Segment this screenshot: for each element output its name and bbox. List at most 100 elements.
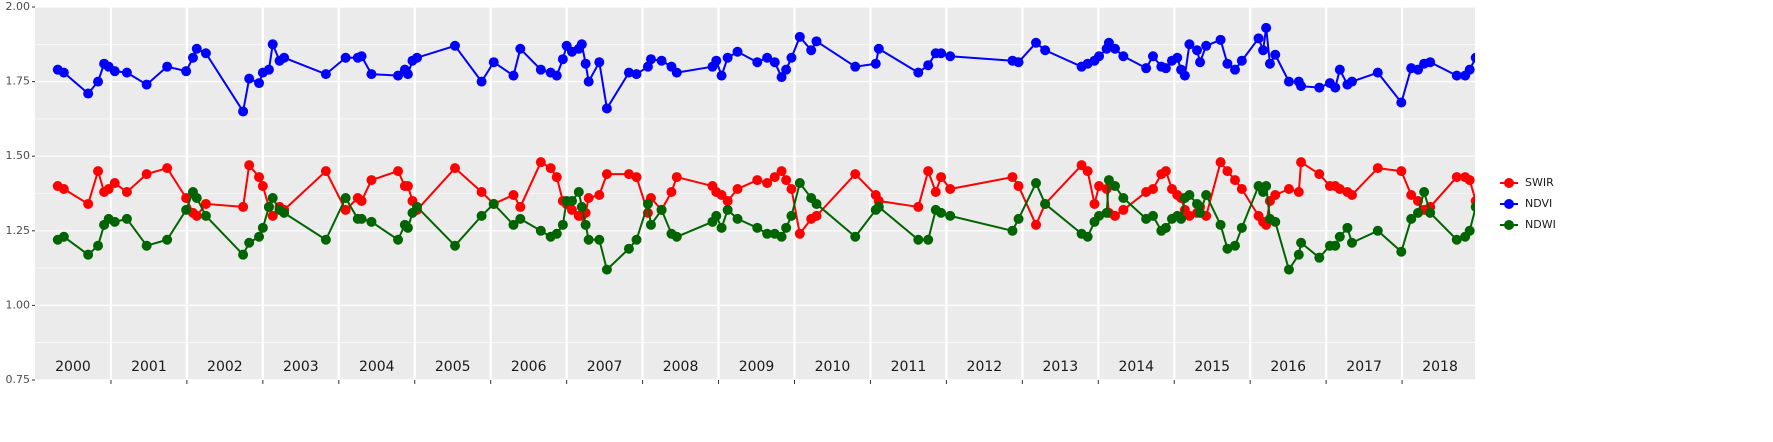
data-point bbox=[181, 204, 192, 215]
data-point bbox=[476, 76, 487, 87]
legend-swatch bbox=[1504, 220, 1514, 230]
data-point bbox=[594, 57, 605, 68]
data-point bbox=[393, 234, 404, 245]
data-point bbox=[508, 219, 519, 230]
data-point bbox=[1346, 237, 1357, 248]
data-point bbox=[267, 192, 278, 203]
data-point bbox=[1464, 175, 1475, 186]
data-point bbox=[781, 222, 792, 233]
data-point bbox=[1230, 175, 1240, 186]
data-point bbox=[583, 234, 594, 245]
data-point bbox=[1346, 76, 1357, 87]
data-point bbox=[913, 67, 924, 78]
data-point bbox=[200, 210, 211, 221]
data-point bbox=[1192, 198, 1203, 209]
year-label: 2007 bbox=[587, 359, 623, 375]
data-point bbox=[1283, 76, 1294, 87]
data-point bbox=[923, 166, 934, 177]
data-point bbox=[873, 43, 884, 54]
data-point bbox=[412, 52, 423, 63]
data-point bbox=[1082, 231, 1093, 242]
data-point bbox=[320, 166, 331, 177]
data-point bbox=[1195, 207, 1206, 218]
data-point bbox=[645, 54, 656, 65]
data-point bbox=[1236, 55, 1247, 66]
data-point bbox=[671, 172, 682, 183]
data-point bbox=[1261, 22, 1272, 33]
legend-label: SWIR bbox=[1525, 176, 1554, 189]
data-point bbox=[1147, 210, 1158, 221]
data-point bbox=[580, 219, 591, 230]
data-point bbox=[1372, 163, 1383, 174]
data-point bbox=[601, 264, 612, 275]
data-point bbox=[1470, 52, 1475, 63]
data-point bbox=[936, 172, 947, 183]
data-point bbox=[141, 79, 152, 90]
year-label: 2009 bbox=[739, 359, 775, 375]
year-label: 2004 bbox=[359, 359, 395, 375]
data-point bbox=[913, 234, 924, 245]
data-point bbox=[488, 57, 499, 68]
data-point bbox=[356, 195, 367, 206]
data-point bbox=[671, 67, 682, 78]
data-point bbox=[1314, 252, 1325, 263]
data-point bbox=[794, 228, 805, 239]
data-point bbox=[811, 36, 822, 47]
data-point bbox=[1147, 51, 1158, 62]
data-point bbox=[945, 51, 956, 62]
data-point bbox=[930, 187, 941, 198]
data-point bbox=[1222, 58, 1233, 69]
data-point bbox=[752, 175, 763, 186]
data-point bbox=[58, 231, 69, 242]
data-point bbox=[1160, 222, 1171, 233]
data-point bbox=[109, 178, 120, 189]
data-point bbox=[850, 169, 861, 180]
legend-label: NDWI bbox=[1525, 218, 1556, 231]
data-point bbox=[923, 60, 934, 71]
data-point bbox=[267, 39, 278, 50]
data-point bbox=[393, 70, 404, 81]
year-label: 2017 bbox=[1346, 359, 1382, 375]
data-point bbox=[732, 46, 743, 57]
data-point bbox=[1101, 207, 1112, 218]
year-label: 2002 bbox=[207, 359, 243, 375]
data-point bbox=[393, 166, 404, 177]
data-point bbox=[936, 48, 947, 59]
data-point bbox=[1396, 166, 1407, 177]
data-point bbox=[645, 219, 656, 230]
data-point bbox=[1296, 81, 1307, 92]
data-point bbox=[1007, 225, 1018, 236]
data-point bbox=[340, 204, 351, 215]
data-point bbox=[162, 234, 173, 245]
year-label: 2008 bbox=[663, 359, 699, 375]
data-point bbox=[786, 52, 797, 63]
data-point bbox=[1425, 57, 1436, 68]
data-point bbox=[1082, 166, 1093, 177]
data-point bbox=[776, 166, 787, 177]
data-point bbox=[109, 216, 120, 227]
data-point bbox=[781, 175, 792, 186]
data-point bbox=[1013, 213, 1024, 224]
data-point bbox=[711, 210, 722, 221]
data-point bbox=[238, 201, 249, 212]
data-point bbox=[162, 163, 173, 174]
year-label: 2005 bbox=[435, 359, 471, 375]
data-point bbox=[1007, 172, 1018, 183]
data-point bbox=[601, 103, 612, 114]
data-point bbox=[1192, 45, 1203, 56]
data-point bbox=[1040, 198, 1051, 209]
data-point bbox=[1413, 207, 1424, 218]
data-point bbox=[1372, 67, 1383, 78]
data-point bbox=[83, 249, 94, 260]
data-point bbox=[83, 198, 94, 209]
data-point bbox=[508, 70, 519, 81]
data-point bbox=[1451, 234, 1462, 245]
data-point bbox=[573, 187, 584, 198]
data-point bbox=[722, 195, 733, 206]
data-point bbox=[576, 39, 587, 50]
data-point bbox=[1406, 213, 1417, 224]
axes: 0.75 1.00 1.25 1.50 1.75 2.00 2000 2001 2002 2003… bbox=[6, 0, 1458, 386]
data-point bbox=[1293, 187, 1304, 198]
data-point bbox=[121, 213, 132, 224]
data-point bbox=[1296, 237, 1307, 248]
